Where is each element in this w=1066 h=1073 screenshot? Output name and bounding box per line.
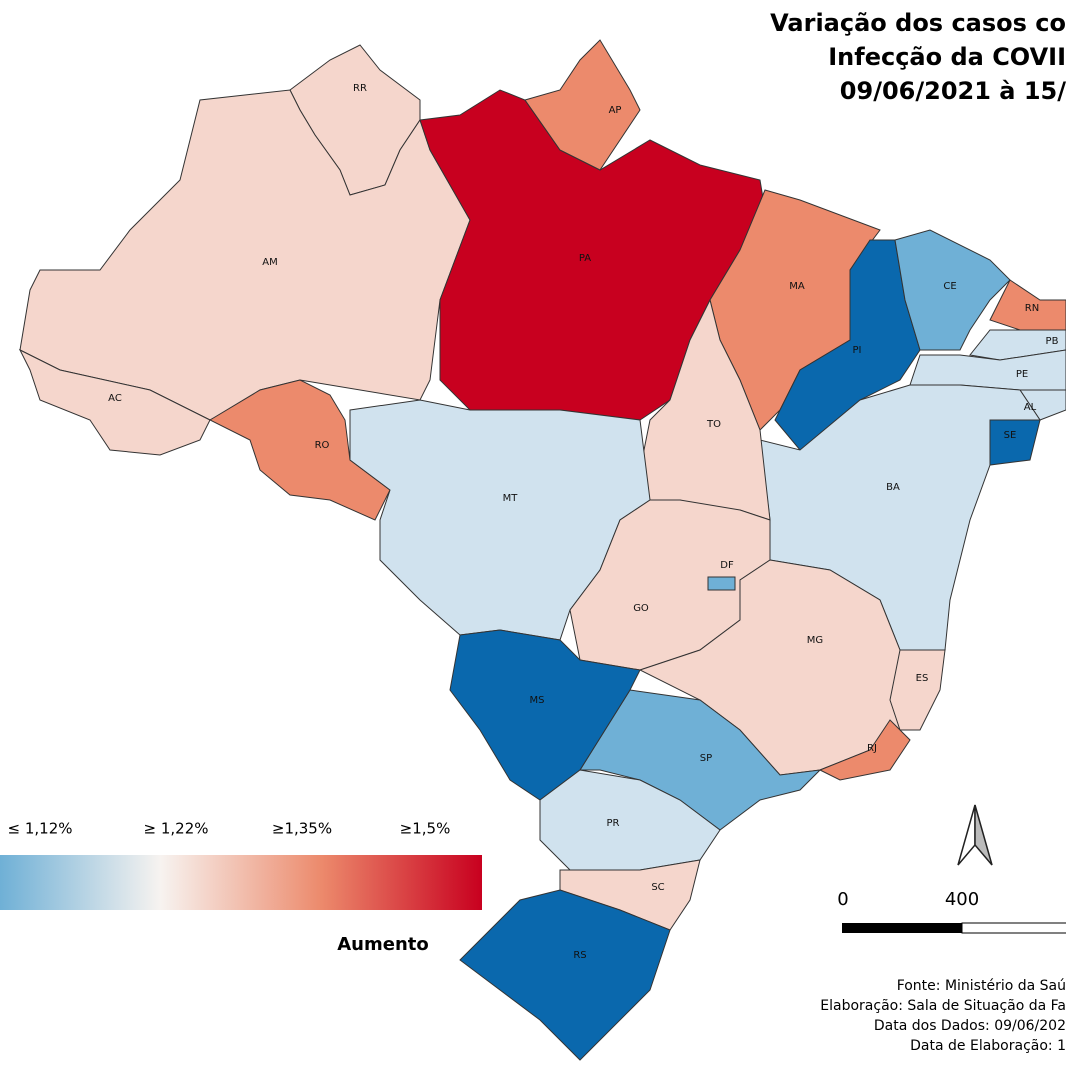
- state-label: AP: [609, 105, 622, 116]
- state: [894, 229, 1011, 351]
- state-label: RS: [573, 950, 586, 961]
- state-label: RJ: [867, 743, 877, 754]
- state: [989, 279, 1066, 331]
- source: Elaboração: Sala de Situação da Fa: [820, 998, 1066, 1014]
- state-label: GO: [633, 603, 649, 614]
- state-label: MS: [530, 695, 545, 706]
- title: Infecção da COVII: [828, 43, 1066, 71]
- legend-label: ≥1,35%: [272, 820, 332, 838]
- state: [579, 689, 822, 831]
- state-label: TO: [706, 419, 721, 430]
- state: [707, 576, 736, 591]
- state-label: PI: [853, 345, 862, 356]
- state-label: AC: [108, 393, 122, 404]
- state: [349, 399, 651, 641]
- title: 09/06/2021 à 15/: [840, 77, 1066, 105]
- title: Variação dos casos co: [770, 9, 1066, 37]
- state-label: BA: [886, 482, 900, 493]
- state: [539, 769, 721, 871]
- state-label: SC: [651, 882, 664, 893]
- state-label: CE: [943, 281, 956, 292]
- state: [18, 348, 211, 456]
- state-label: DF: [720, 560, 734, 571]
- legend-gradient: [0, 855, 482, 910]
- state-label: PR: [607, 818, 620, 829]
- state-label: RN: [1025, 303, 1039, 314]
- legend-label: ≤ 1,12%: [8, 820, 73, 838]
- state: [459, 889, 671, 1061]
- state-label: MA: [789, 281, 805, 292]
- state: [818, 719, 911, 781]
- north-arrow: [957, 804, 993, 866]
- state: [989, 419, 1041, 466]
- state-label: AM: [262, 257, 277, 268]
- state-label: RR: [353, 83, 367, 94]
- scale-label: 0: [837, 889, 848, 910]
- state-label: AL: [1024, 402, 1037, 413]
- scale-bar: [842, 923, 962, 933]
- state-label: MT: [503, 493, 519, 504]
- legend-label: ≥ 1,22%: [144, 820, 209, 838]
- state: [524, 39, 641, 171]
- legend-caption: Aumento: [337, 934, 429, 955]
- states: RR AM AC RO PA AP MA PI CE RN PB PE AL SE BA TO MT GO DF MG…: [18, 39, 1066, 1061]
- state: [889, 649, 946, 731]
- state-label: PA: [579, 253, 591, 264]
- state-label: MG: [807, 635, 823, 646]
- source: Data dos Dados: 09/06/202: [874, 1018, 1066, 1034]
- state-label: PB: [1046, 336, 1059, 347]
- state-label: RO: [315, 440, 330, 451]
- state-label: ES: [916, 673, 929, 684]
- source: Data de Elaboração: 1: [910, 1038, 1066, 1054]
- state: [449, 629, 641, 801]
- state-label: SP: [700, 753, 712, 764]
- legend-label: ≥1,5%: [400, 820, 451, 838]
- source: Fonte: Ministério da Saú: [897, 978, 1066, 994]
- scale-bar: [961, 922, 1066, 934]
- state-label: SE: [1004, 430, 1017, 441]
- scale-label: 400: [945, 889, 979, 910]
- state-label: PE: [1016, 369, 1028, 380]
